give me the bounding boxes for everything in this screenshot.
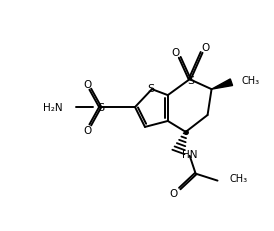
Text: S: S xyxy=(187,76,194,86)
Text: O: O xyxy=(83,125,92,135)
Text: HN: HN xyxy=(182,149,197,159)
Text: CH₃: CH₃ xyxy=(241,76,259,86)
Text: CH₃: CH₃ xyxy=(229,173,248,183)
Text: H₂N: H₂N xyxy=(43,103,62,112)
Text: O: O xyxy=(170,188,178,198)
Text: O: O xyxy=(172,48,180,58)
Text: O: O xyxy=(83,80,92,90)
Text: S: S xyxy=(147,84,155,94)
Polygon shape xyxy=(212,79,233,90)
Text: O: O xyxy=(201,43,210,53)
Text: S: S xyxy=(98,103,105,112)
